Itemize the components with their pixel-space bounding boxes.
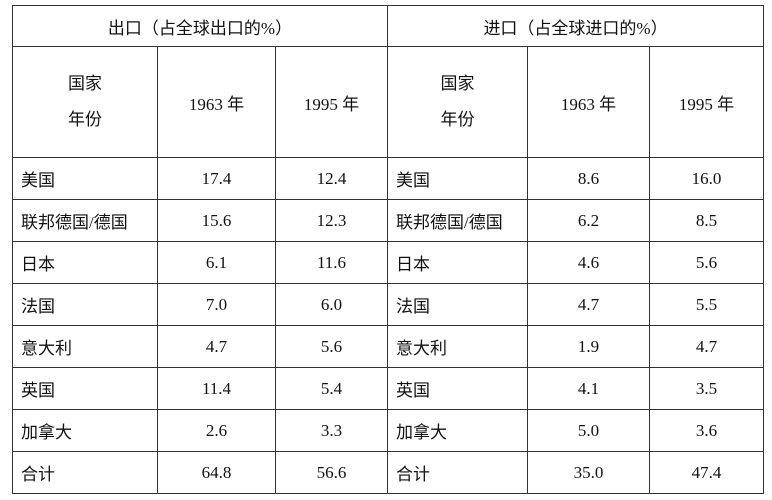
value-cell: 7.0: [157, 283, 276, 326]
header-row: 出口（占全球出口的%） 进口（占全球进口的%）: [11, 5, 765, 47]
value-cell: 35.0: [527, 451, 651, 494]
value-cell: 11.6: [274, 241, 389, 284]
country-cell: 合计: [387, 451, 529, 494]
corner-label: 年份: [68, 110, 102, 129]
value-cell: 2.6: [157, 409, 276, 452]
value-cell: 16.0: [649, 157, 765, 200]
country-cell: 联邦德国/德国: [387, 199, 529, 242]
value-cell: 12.4: [274, 157, 389, 200]
country-cell: 英国: [12, 367, 158, 410]
value-cell: 4.7: [157, 325, 276, 368]
data-row: 美国 17.4 12.4 美国 8.6 16.0: [12, 157, 765, 200]
country-cell: 法国: [387, 283, 529, 326]
value-cell: 4.6: [527, 241, 651, 284]
value-cell: 8.5: [649, 199, 765, 242]
year-header: 1995 年: [274, 46, 389, 158]
data-row: 联邦德国/德国 15.6 12.3 联邦德国/德国 6.2 8.5: [12, 199, 765, 242]
value-cell: 5.5: [649, 283, 765, 326]
value-cell: 5.6: [649, 241, 765, 284]
value-cell: 6.1: [157, 241, 276, 284]
value-cell: 6.2: [527, 199, 651, 242]
country-cell: 合计: [12, 451, 158, 494]
corner-header: 国家 年份: [387, 46, 529, 158]
country-cell: 日本: [12, 241, 158, 284]
value-cell: 15.6: [157, 199, 276, 242]
value-cell: 3.3: [274, 409, 389, 452]
value-cell: 47.4: [649, 451, 765, 494]
year-header: 1963 年: [527, 46, 651, 158]
value-cell: 5.0: [527, 409, 651, 452]
value-cell: 3.5: [649, 367, 765, 410]
corner-label: 年份: [440, 110, 475, 129]
data-row: 意大利 4.7 5.6 意大利 1.9 4.7: [12, 325, 765, 368]
value-cell: 4.7: [649, 325, 765, 368]
value-cell: 8.6: [527, 157, 651, 200]
group-header: 出口（占全球出口的%）: [11, 5, 389, 47]
value-cell: 11.4: [157, 367, 276, 410]
value-cell: 6.0: [274, 283, 389, 326]
value-cell: 64.8: [157, 451, 276, 494]
data-row: 合计 64.8 56.6 合计 35.0 47.4: [12, 451, 765, 494]
value-cell: 4.7: [527, 283, 651, 326]
country-cell: 意大利: [12, 325, 158, 368]
year-header: 1995 年: [649, 46, 765, 158]
country-cell: 美国: [12, 157, 158, 200]
corner-label: 国家: [440, 74, 475, 93]
country-cell: 美国: [387, 157, 529, 200]
value-cell: 12.3: [274, 199, 389, 242]
data-row: 日本 6.1 11.6 日本 4.6 5.6: [12, 241, 765, 284]
country-cell: 英国: [387, 367, 529, 410]
value-cell: 1.9: [527, 325, 651, 368]
value-cell: 3.6: [649, 409, 765, 452]
value-cell: 5.4: [274, 367, 389, 410]
group-header: 进口（占全球进口的%）: [387, 5, 765, 47]
corner-header: 国家 年份: [12, 46, 158, 158]
country-cell: 加拿大: [387, 409, 529, 452]
value-cell: 4.1: [527, 367, 651, 410]
country-cell: 法国: [12, 283, 158, 326]
corner-label: 国家: [68, 74, 102, 93]
data-row: 法国 7.0 6.0 法国 4.7 5.5: [12, 283, 765, 326]
country-cell: 联邦德国/德国: [12, 199, 158, 242]
country-cell: 加拿大: [12, 409, 158, 452]
value-cell: 5.6: [274, 325, 389, 368]
subheader-row: 国家 年份 1963 年 1995 年国家 年份 1963 年 1995 年: [12, 46, 765, 158]
data-row: 英国 11.4 5.4 英国 4.1 3.5: [12, 367, 765, 410]
data-table: 出口（占全球出口的%） 进口（占全球进口的%） 国家 年份 1963 年 1995 年国家…: [11, 5, 765, 494]
year-header: 1963 年: [157, 46, 276, 158]
country-cell: 日本: [387, 241, 529, 284]
value-cell: 56.6: [274, 451, 389, 494]
data-row: 加拿大 2.6 3.3 加拿大 5.0 3.6: [12, 409, 765, 452]
value-cell: 17.4: [157, 157, 276, 200]
country-cell: 意大利: [387, 325, 529, 368]
